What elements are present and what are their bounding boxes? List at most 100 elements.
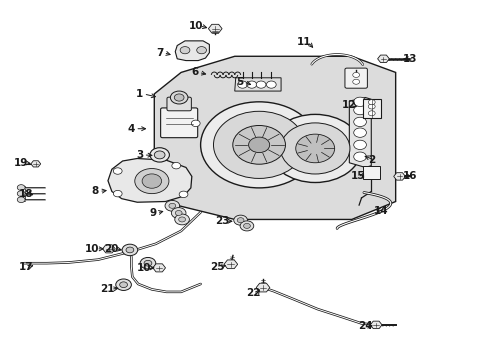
- Polygon shape: [175, 41, 209, 60]
- Circle shape: [367, 104, 374, 109]
- Circle shape: [164, 201, 179, 211]
- Circle shape: [232, 126, 285, 164]
- Text: 13: 13: [402, 54, 417, 64]
- Circle shape: [120, 282, 127, 288]
- Circle shape: [352, 72, 359, 77]
- Text: 23: 23: [214, 216, 229, 226]
- Circle shape: [180, 46, 189, 54]
- Circle shape: [353, 97, 366, 107]
- Text: 12: 12: [342, 100, 356, 110]
- Circle shape: [196, 46, 206, 54]
- Polygon shape: [393, 173, 405, 180]
- Circle shape: [268, 114, 361, 183]
- Text: 25: 25: [209, 262, 224, 272]
- Circle shape: [353, 140, 366, 149]
- Text: 19: 19: [14, 158, 28, 168]
- Circle shape: [135, 168, 168, 194]
- Text: 18: 18: [19, 189, 33, 199]
- Circle shape: [367, 111, 374, 116]
- Circle shape: [233, 215, 247, 225]
- Polygon shape: [256, 283, 269, 292]
- Circle shape: [213, 111, 304, 179]
- FancyBboxPatch shape: [362, 99, 380, 118]
- Polygon shape: [153, 264, 165, 272]
- Circle shape: [353, 105, 366, 115]
- Circle shape: [17, 191, 25, 197]
- Text: 7: 7: [156, 48, 163, 58]
- Circle shape: [240, 221, 253, 231]
- Circle shape: [142, 174, 161, 188]
- Circle shape: [353, 117, 366, 127]
- Circle shape: [243, 224, 250, 228]
- FancyBboxPatch shape: [166, 97, 191, 111]
- Circle shape: [17, 197, 25, 203]
- Text: 2: 2: [367, 155, 374, 165]
- Polygon shape: [234, 78, 281, 91]
- Circle shape: [353, 128, 366, 137]
- Circle shape: [200, 102, 317, 188]
- Circle shape: [248, 137, 269, 153]
- Circle shape: [266, 81, 276, 88]
- Circle shape: [150, 148, 169, 162]
- Text: 5: 5: [236, 77, 243, 87]
- Circle shape: [237, 81, 247, 88]
- Polygon shape: [224, 260, 237, 269]
- Circle shape: [237, 218, 244, 223]
- Circle shape: [140, 257, 156, 269]
- Polygon shape: [154, 56, 395, 220]
- Circle shape: [154, 151, 164, 159]
- FancyBboxPatch shape: [362, 166, 379, 179]
- Polygon shape: [377, 55, 388, 63]
- Circle shape: [353, 152, 366, 161]
- Circle shape: [144, 260, 152, 266]
- Circle shape: [174, 94, 183, 101]
- Text: 8: 8: [91, 186, 99, 197]
- Circle shape: [122, 244, 138, 256]
- Circle shape: [179, 191, 187, 198]
- Circle shape: [280, 123, 349, 174]
- Circle shape: [367, 100, 374, 105]
- Text: 16: 16: [402, 171, 417, 181]
- Text: 17: 17: [19, 262, 33, 272]
- Circle shape: [246, 81, 256, 88]
- Circle shape: [168, 203, 175, 208]
- Circle shape: [352, 79, 359, 84]
- Text: 10: 10: [85, 244, 100, 254]
- Circle shape: [191, 120, 200, 127]
- Polygon shape: [108, 158, 191, 202]
- Text: 4: 4: [127, 124, 135, 134]
- Text: 20: 20: [104, 244, 119, 254]
- Circle shape: [17, 185, 25, 190]
- Circle shape: [113, 168, 122, 174]
- Circle shape: [126, 247, 134, 253]
- Text: 21: 21: [100, 284, 114, 294]
- Circle shape: [170, 91, 187, 104]
- FancyBboxPatch shape: [344, 68, 366, 88]
- Text: 11: 11: [296, 37, 310, 47]
- Circle shape: [171, 208, 185, 219]
- Circle shape: [256, 81, 265, 88]
- Polygon shape: [369, 321, 381, 329]
- Text: 9: 9: [149, 208, 156, 218]
- Polygon shape: [31, 161, 41, 167]
- Circle shape: [174, 214, 189, 225]
- Text: 3: 3: [136, 150, 143, 160]
- Text: 14: 14: [373, 206, 387, 216]
- Circle shape: [171, 162, 180, 169]
- Text: 22: 22: [245, 288, 260, 298]
- Polygon shape: [348, 98, 370, 167]
- Text: 1: 1: [136, 89, 143, 99]
- Text: 24: 24: [357, 321, 372, 331]
- Circle shape: [178, 217, 185, 222]
- Circle shape: [113, 190, 122, 197]
- Text: 6: 6: [191, 67, 198, 77]
- Polygon shape: [208, 24, 222, 33]
- Circle shape: [295, 134, 334, 163]
- FancyBboxPatch shape: [160, 108, 197, 138]
- Text: 10: 10: [137, 263, 151, 273]
- Circle shape: [175, 211, 182, 216]
- Polygon shape: [102, 245, 115, 253]
- Text: 15: 15: [350, 171, 365, 181]
- Circle shape: [116, 279, 131, 291]
- Text: 10: 10: [188, 21, 203, 31]
